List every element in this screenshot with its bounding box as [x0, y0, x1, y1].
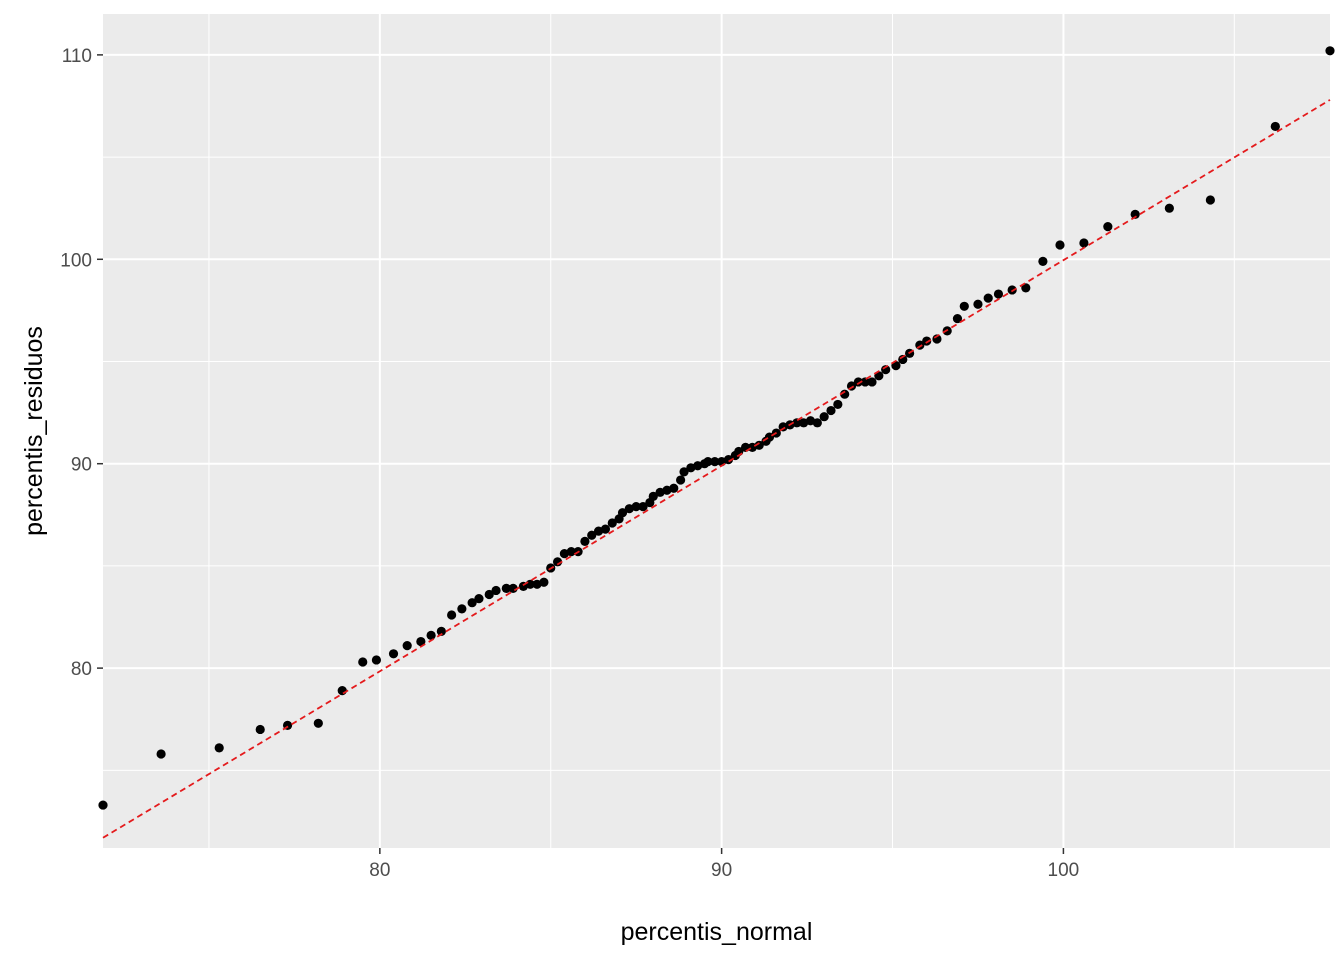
- data-point: [358, 657, 368, 667]
- data-point: [436, 626, 446, 636]
- data-point: [648, 491, 658, 502]
- data-point: [922, 336, 932, 346]
- data-point: [1079, 238, 1089, 248]
- data-point: [1325, 46, 1335, 56]
- plot-panel: [103, 14, 1330, 848]
- data-point: [98, 800, 108, 810]
- y-tick-label: 110: [62, 46, 92, 67]
- y-axis-ticks: 80 90 100 110: [60, 46, 103, 680]
- data-point: [754, 440, 764, 450]
- data-point: [1007, 285, 1017, 295]
- data-point: [474, 594, 484, 604]
- data-point: [1038, 256, 1048, 266]
- reference-line: [102, 99, 1331, 839]
- data-point: [959, 301, 969, 311]
- data-point: [669, 483, 679, 493]
- data-point: [826, 405, 836, 416]
- y-axis-title: percentis_residuos: [20, 326, 48, 536]
- data-point: [867, 377, 877, 387]
- data-point: [1055, 240, 1065, 250]
- data-point: [491, 585, 501, 596]
- data-point: [552, 557, 563, 567]
- data-point: [952, 313, 963, 324]
- x-axis-title: percentis_normal: [621, 918, 813, 946]
- x-axis-ticks: 80 90 100: [369, 848, 1079, 881]
- data-point: [792, 418, 802, 428]
- data-point: [973, 299, 983, 309]
- data-point: [214, 743, 224, 753]
- data-point: [812, 418, 822, 428]
- data-point: [426, 630, 436, 641]
- x-tick-label: 100: [1048, 860, 1080, 881]
- data-point: [607, 518, 617, 528]
- data-point: [993, 289, 1004, 299]
- data-point: [501, 583, 511, 593]
- data-point: [539, 577, 549, 587]
- data-point: [313, 718, 323, 728]
- data-point: [679, 467, 689, 477]
- data-point: [1021, 283, 1031, 293]
- data-point: [881, 365, 891, 375]
- data-point: [703, 457, 713, 467]
- data-point: [1130, 209, 1140, 219]
- major-gridlines: [103, 14, 1330, 848]
- data-point: [676, 475, 686, 485]
- data-point: [388, 649, 399, 659]
- y-tick-label: 100: [60, 250, 92, 271]
- x-tick-label: 90: [711, 860, 732, 881]
- data-point: [617, 508, 628, 518]
- data-point: [860, 377, 870, 387]
- data-point: [631, 502, 641, 512]
- y-tick-label: 90: [71, 455, 92, 476]
- data-point: [1270, 121, 1280, 132]
- minor-gridlines: [103, 14, 1330, 848]
- data-point: [337, 686, 347, 696]
- data-point: [819, 412, 829, 422]
- data-point: [983, 293, 993, 303]
- data-point: [587, 530, 597, 540]
- data-point: [467, 598, 477, 608]
- data-point: [484, 589, 494, 600]
- data-point: [710, 457, 720, 467]
- data-point: [402, 641, 412, 651]
- data-point: [840, 389, 850, 399]
- data-point: [723, 455, 734, 465]
- data-point: [255, 724, 265, 735]
- data-point: [1103, 221, 1113, 232]
- data-point: [156, 749, 166, 759]
- data-point: [1164, 203, 1174, 213]
- y-tick-label: 80: [71, 659, 92, 680]
- data-point: [580, 536, 590, 546]
- data-point: [833, 399, 843, 410]
- data-point: [1205, 195, 1215, 205]
- data-point: [853, 377, 863, 387]
- data-point: [371, 655, 382, 665]
- data-point: [447, 610, 457, 620]
- data-point: [416, 636, 426, 647]
- data-point: [457, 604, 467, 614]
- x-tick-label: 80: [369, 860, 390, 881]
- data-point: [566, 547, 576, 557]
- data-point: [600, 524, 611, 534]
- data-point: [638, 502, 648, 512]
